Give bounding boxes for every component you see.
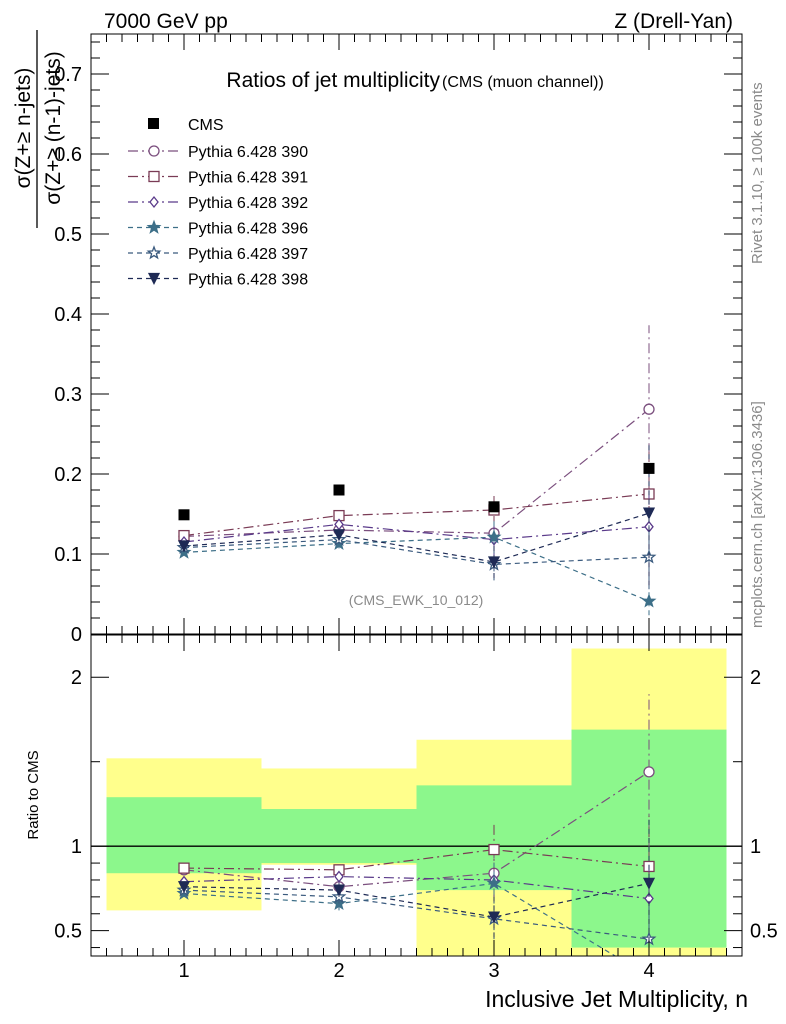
band-green-1 (106, 797, 262, 874)
ratio-series-lines (176, 694, 657, 956)
main-ylabel-numerator: σ(Z+≥ n-jets) (12, 68, 35, 189)
ratio-ytick-label-right: 0.5 (750, 921, 778, 943)
legend-marker-4 (146, 219, 162, 234)
legend-label-4: Pythia 6.428 396 (188, 221, 308, 238)
legend-label-2: Pythia 6.428 391 (188, 170, 308, 187)
main-ytick-label: 0.5 (54, 224, 82, 246)
series-4-ratio-point (486, 875, 502, 890)
main-ytick-label: 0.2 (54, 464, 82, 486)
series-6-ratio-line (183, 882, 650, 918)
main-ytick-label: 0 (71, 624, 82, 646)
ratio-ytick-label-left: 1 (71, 836, 82, 858)
chart-subtitle: (CMS (muon channel)) (442, 74, 604, 91)
series-5-ratio-line (183, 889, 650, 940)
series-4-main-point (486, 529, 502, 544)
legend-label-1: Pythia 6.428 390 (188, 144, 308, 161)
series-2-ratio-point (178, 862, 190, 874)
legend-marker-2 (148, 170, 160, 183)
main-ytick-label: 0.3 (54, 384, 82, 406)
ratio-ylabel: Ratio to CMS (25, 750, 42, 839)
series-2-ratio-line (183, 848, 650, 871)
legend-label-3: Pythia 6.428 392 (188, 195, 308, 212)
x-axis-label: Inclusive Jet Multiplicity, n (485, 986, 748, 1012)
series-6-main-point (487, 556, 501, 569)
legend-label-cms: CMS (188, 117, 224, 134)
series-3-main-line (183, 523, 650, 543)
cms-data-point (333, 484, 345, 496)
legend-label-6: Pythia 6.428 398 (188, 272, 308, 289)
legend-label-5: Pythia 6.428 397 (188, 246, 308, 263)
main-ytick-label: 0.6 (54, 144, 82, 166)
series-3-ratio-point (334, 870, 344, 883)
analysis-watermark: (CMS_EWK_10_012) (349, 592, 484, 608)
series-6-main-line (183, 512, 650, 563)
legend-marker-1 (148, 145, 160, 157)
x-tick-label: 2 (333, 960, 344, 982)
axis-ticks: 0 0.1 0.2 0.3 0.4 0.5 0.6 0.7 1 2 3 4 0.5 0.5 1 1 2 2 (54, 34, 778, 982)
mcplots-label: mcplots.cern.ch [arXiv:1306.3436] (749, 401, 766, 628)
x-tick-label: 1 (178, 960, 189, 982)
series-1-main-line (183, 408, 650, 537)
legend-marker-5 (146, 245, 162, 260)
main-series-lines (176, 325, 657, 634)
cms-data-point (643, 462, 655, 474)
series-5-main-line (183, 538, 650, 566)
cms-data-point (488, 501, 500, 513)
cms-data-point (178, 509, 190, 521)
ratio-ytick-label-left: 0.5 (54, 921, 82, 943)
series-3-ratio-line (183, 875, 650, 900)
ratio-ytick-label-right: 1 (750, 836, 761, 858)
legend-marker-cms (148, 118, 159, 129)
series-6-ratio-point (642, 877, 656, 890)
beam-label: 7000 GeV pp (104, 10, 228, 33)
rivet-version-label: Rivet 3.1.10, ≥ 100k events (749, 82, 766, 264)
x-tick-label: 4 (643, 960, 654, 982)
series-2-ratio-point (488, 843, 500, 856)
main-ytick-label: 0.1 (54, 544, 82, 566)
series-1-main-point (643, 403, 655, 415)
series-6-main-point (642, 507, 656, 520)
main-ylabel-denominator: σ(Z+≥ (n-1)-jets) (42, 51, 65, 204)
ratio-ytick-label-left: 2 (71, 667, 82, 689)
legend: CMS Pythia 6.428 390 Pythia 6.428 391 Pyth… (128, 117, 308, 289)
ratio-ytick-label-right: 2 (750, 667, 761, 689)
series-6-main-point (177, 540, 191, 553)
series-6-ratio-point (487, 911, 501, 924)
band-green-2 (261, 809, 417, 864)
legend-marker-6 (147, 272, 161, 285)
series-2-main-line (183, 493, 650, 537)
series-6-main-point (332, 529, 346, 542)
series-1-ratio-point (643, 766, 655, 778)
legend-marker-3 (149, 195, 159, 209)
series-6-ratio-point (332, 884, 346, 897)
series-6-ratio-point (177, 881, 191, 894)
x-tick-label: 3 (488, 960, 499, 982)
main-ytick-label: 0.4 (54, 304, 82, 326)
main-ytick-label: 0.7 (54, 64, 82, 86)
series-1-ratio-line (183, 771, 650, 888)
process-label: Z (Drell-Yan) (614, 10, 733, 33)
series-4-main-point (641, 593, 657, 608)
uncertainty-bands (91, 648, 742, 956)
chart-title: Ratios of jet multiplicity (226, 69, 440, 92)
